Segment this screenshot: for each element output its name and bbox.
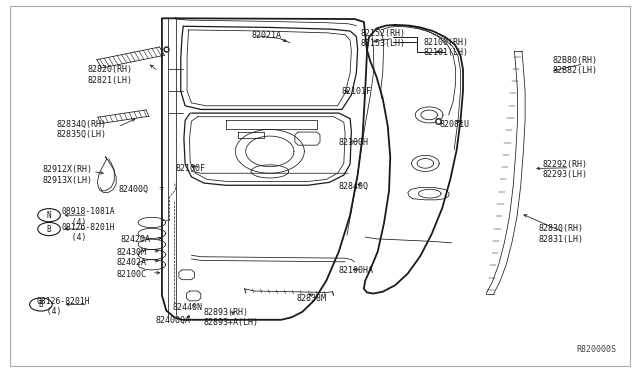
Text: 82152(RH)
82153(LH): 82152(RH) 82153(LH)	[361, 29, 406, 48]
Text: 08126-8201H
  (4): 08126-8201H (4)	[36, 296, 90, 316]
Text: 82840Q: 82840Q	[339, 182, 369, 191]
Text: B: B	[38, 300, 44, 309]
Text: 82838M: 82838M	[296, 294, 326, 303]
Text: 82402A: 82402A	[116, 258, 146, 267]
Text: 08126-8201H
  (4): 08126-8201H (4)	[61, 222, 115, 242]
Text: 82420A: 82420A	[120, 235, 150, 244]
Text: B: B	[47, 225, 51, 234]
Text: 82100(RH)
82101(LH): 82100(RH) 82101(LH)	[424, 38, 468, 57]
Text: 82292(RH)
82293(LH): 82292(RH) 82293(LH)	[543, 160, 588, 179]
Text: R820000S: R820000S	[576, 346, 616, 355]
Text: 08918-1081A
  (4): 08918-1081A (4)	[61, 207, 115, 227]
Text: 82100F: 82100F	[176, 164, 205, 173]
Text: N: N	[47, 211, 51, 219]
Text: 82081U: 82081U	[439, 119, 469, 128]
Text: 82100C: 82100C	[116, 270, 146, 279]
Text: 82830(RH)
82831(LH): 82830(RH) 82831(LH)	[538, 224, 583, 244]
Text: 82400QA: 82400QA	[156, 317, 191, 326]
Text: 82021A: 82021A	[251, 31, 281, 40]
Text: 82912X(RH)
82913X(LH): 82912X(RH) 82913X(LH)	[43, 166, 93, 185]
Text: 82400Q: 82400Q	[118, 185, 148, 194]
Text: 82100HA: 82100HA	[339, 266, 374, 275]
Text: 82440N: 82440N	[173, 302, 203, 311]
Text: 82101F: 82101F	[342, 87, 372, 96]
Text: 82430M: 82430M	[116, 248, 146, 257]
Text: 82834Q(RH)
82835Q(LH): 82834Q(RH) 82835Q(LH)	[56, 120, 107, 139]
Text: 82B80(RH)
82B82(LH): 82B80(RH) 82B82(LH)	[552, 56, 597, 76]
Text: 82893(RH)
82893+A(LH): 82893(RH) 82893+A(LH)	[204, 308, 259, 327]
Text: 82100H: 82100H	[339, 138, 369, 147]
Text: 82820(RH)
82821(LH): 82820(RH) 82821(LH)	[88, 65, 133, 84]
